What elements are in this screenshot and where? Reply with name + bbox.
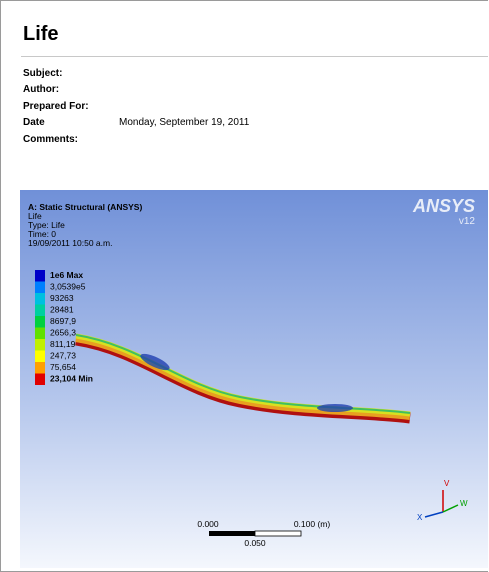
field-label: Date bbox=[23, 117, 45, 128]
legend-label: 811,19 bbox=[50, 339, 76, 349]
legend-swatch bbox=[35, 328, 45, 340]
legend-label: 75,654 bbox=[50, 362, 76, 372]
legend-swatch bbox=[35, 293, 45, 305]
legend-label: 2656,3 bbox=[50, 328, 76, 338]
field-value: Monday, September 19, 2011 bbox=[119, 117, 249, 128]
legend-swatch bbox=[35, 374, 45, 386]
legend-swatch bbox=[35, 362, 45, 374]
field-label: Author: bbox=[23, 84, 59, 95]
axis-label: W bbox=[460, 499, 468, 508]
field-label: Subject: bbox=[23, 68, 62, 79]
legend-label: 23,104 Min bbox=[50, 374, 93, 384]
info-text: 19/09/2011 10:50 a.m. bbox=[28, 238, 112, 248]
legend-swatch bbox=[35, 282, 45, 294]
info-text: A: Static Structural (ANSYS) bbox=[28, 202, 142, 212]
field-label: Comments: bbox=[23, 134, 78, 145]
legend-swatch bbox=[35, 351, 45, 363]
legend-label: 28481 bbox=[50, 305, 74, 315]
version: v12 bbox=[459, 216, 476, 227]
legend-swatch bbox=[35, 305, 45, 317]
legend-swatch bbox=[35, 316, 45, 328]
figure: A: Static Structural (ANSYS) Life Type: … bbox=[20, 190, 488, 568]
legend-label: 8697,9 bbox=[50, 316, 76, 326]
rule bbox=[21, 56, 488, 57]
scale-label: 0.050 bbox=[244, 538, 266, 548]
logo: ANSYS bbox=[412, 196, 475, 216]
legend-swatch bbox=[35, 270, 45, 282]
legend-swatch bbox=[35, 339, 45, 351]
axis-label: X bbox=[417, 513, 423, 522]
scale-label: 0.000 bbox=[197, 519, 219, 529]
legend-label: 1e6 Max bbox=[50, 270, 83, 280]
document: Life Subject: Author: Prepared For: Date… bbox=[0, 0, 488, 572]
scale-label: 0.100 (m) bbox=[294, 519, 331, 529]
axis-label: V bbox=[444, 479, 450, 488]
field-label: Prepared For: bbox=[23, 101, 89, 112]
legend-label: 3,0539e5 bbox=[50, 282, 86, 292]
legend-label: 247,73 bbox=[50, 351, 76, 361]
legend-label: 93263 bbox=[50, 293, 74, 303]
title: Life bbox=[23, 23, 59, 46]
